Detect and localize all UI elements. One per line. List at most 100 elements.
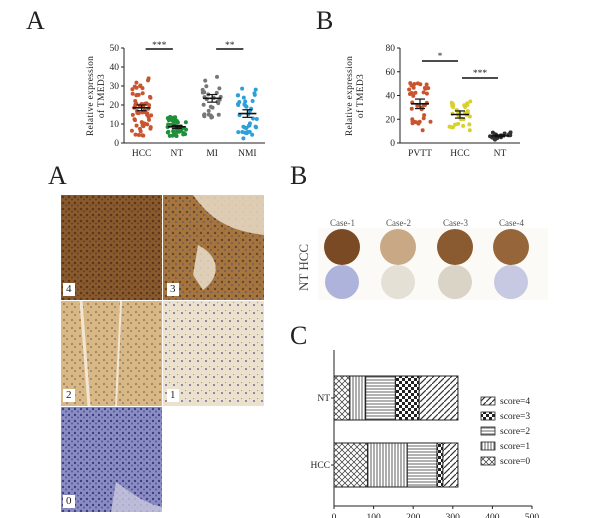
data-point xyxy=(176,124,181,129)
data-point xyxy=(200,90,205,95)
data-point xyxy=(137,126,142,131)
bar-segment xyxy=(418,375,459,421)
data-point xyxy=(177,128,182,133)
y-axis-label-line2: of TMED3 xyxy=(355,74,366,118)
tma-case-label: Case-4 xyxy=(499,218,524,228)
tma-core-hcc-4 xyxy=(493,229,529,265)
data-point xyxy=(136,92,141,97)
legend-swatch xyxy=(480,441,496,451)
data-point xyxy=(147,117,152,122)
data-point xyxy=(184,127,189,132)
significance-label: ** xyxy=(225,41,235,51)
x-tick-label: 400 xyxy=(485,513,500,518)
tma-core-nt-2 xyxy=(381,265,415,299)
data-point xyxy=(170,133,175,138)
data-point xyxy=(136,111,141,116)
x-tick-label: 500 xyxy=(525,513,540,518)
data-point xyxy=(454,107,459,112)
data-point xyxy=(173,118,178,123)
data-point xyxy=(415,81,420,86)
data-point xyxy=(407,92,412,97)
data-point xyxy=(409,91,414,96)
data-point xyxy=(237,99,242,104)
data-point xyxy=(208,113,213,118)
data-point xyxy=(241,124,246,129)
data-point xyxy=(237,113,242,118)
data-point xyxy=(143,122,148,127)
data-point xyxy=(214,90,219,95)
y-axis-label-line2: of TMED3 xyxy=(96,74,107,118)
y-tick-label: NT xyxy=(317,394,330,404)
ihc-image-3 xyxy=(163,195,264,300)
significance-label: *** xyxy=(152,41,167,51)
data-point xyxy=(148,95,153,100)
y-tick-label: 40 xyxy=(110,63,120,73)
bar-segment xyxy=(406,442,438,488)
data-point xyxy=(145,112,150,117)
data-point xyxy=(465,109,470,114)
data-point xyxy=(415,103,420,108)
data-point xyxy=(240,86,245,91)
data-point xyxy=(181,132,186,137)
data-point xyxy=(148,126,153,131)
data-point xyxy=(171,115,176,120)
data-point xyxy=(183,120,188,125)
data-point xyxy=(135,109,140,114)
legend-label: score=4 xyxy=(500,397,530,407)
ihc-tile-label: 1 xyxy=(167,389,179,402)
data-point xyxy=(463,110,468,115)
ihc-image-4 xyxy=(61,195,162,300)
data-point xyxy=(202,113,207,118)
data-point xyxy=(218,94,223,99)
data-point xyxy=(217,86,222,91)
data-point xyxy=(243,125,248,130)
bar-segment xyxy=(365,375,396,421)
data-point xyxy=(130,87,135,92)
x-tick-label: HCC xyxy=(450,149,470,159)
data-point xyxy=(254,125,259,130)
data-point xyxy=(421,116,426,121)
data-point xyxy=(216,101,221,106)
data-point xyxy=(167,133,172,138)
data-point xyxy=(241,95,246,100)
data-point xyxy=(426,86,431,91)
data-point xyxy=(506,133,511,138)
data-point xyxy=(203,78,208,83)
panel-letter-b-mid: B xyxy=(290,161,308,190)
ihc-tile-score-4: 4 xyxy=(61,195,162,300)
data-point xyxy=(507,132,512,137)
data-point xyxy=(422,85,427,90)
tma-case-label: Case-2 xyxy=(386,218,411,228)
data-point xyxy=(456,110,461,115)
bar-segment xyxy=(436,442,444,488)
data-point xyxy=(408,81,413,86)
data-point xyxy=(508,133,513,138)
ihc-tile-score-3: 3 xyxy=(163,195,264,300)
data-point xyxy=(141,124,146,129)
data-point xyxy=(181,131,186,136)
ihc-tile-score-0: 0 xyxy=(61,407,162,512)
data-point xyxy=(133,102,138,107)
data-point xyxy=(493,133,498,138)
data-point xyxy=(468,99,473,104)
bar-segment xyxy=(394,375,420,421)
y-tick-label: 10 xyxy=(110,120,120,130)
tma-core-nt-1 xyxy=(325,265,359,299)
data-point xyxy=(247,108,252,113)
y-tick-label: 50 xyxy=(110,44,120,54)
data-point xyxy=(202,112,207,117)
data-point xyxy=(134,93,139,98)
data-point xyxy=(410,100,415,105)
data-point xyxy=(421,102,426,107)
data-point xyxy=(461,117,466,122)
data-point xyxy=(418,82,423,87)
data-point xyxy=(138,83,143,88)
data-point xyxy=(424,82,429,87)
ihc-tile-label: 3 xyxy=(167,283,179,296)
y-tick-label: 30 xyxy=(110,82,120,92)
data-point xyxy=(171,129,176,134)
legend-label: score=3 xyxy=(500,412,530,422)
tma-case-label: Case-3 xyxy=(443,218,468,228)
data-point xyxy=(135,92,140,97)
data-point xyxy=(206,112,211,117)
